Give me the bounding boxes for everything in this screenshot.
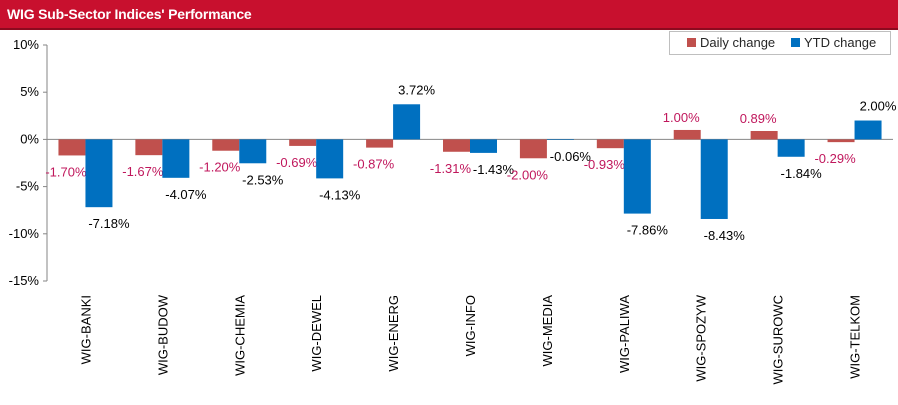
legend-item-daily: Daily change [687, 35, 775, 50]
bar-daily-change [596, 139, 624, 149]
x-category-label: WIG-CHEMIA [232, 295, 247, 376]
bar-daily-change [212, 139, 240, 151]
y-tick-label: 10% [13, 37, 39, 52]
legend-swatch-ytd [791, 38, 800, 47]
x-category-label: WIG-INFO [463, 295, 478, 356]
bar-ytd-change [700, 139, 728, 219]
y-tick-label: 0% [20, 131, 39, 146]
bar-ytd-change [854, 120, 882, 140]
data-label-daily: -0.69% [276, 155, 318, 170]
y-tick-label: 5% [20, 84, 39, 99]
bar-daily-change [135, 139, 163, 156]
data-label-ytd: -1.84% [781, 166, 823, 181]
bar-ytd-change [393, 104, 421, 140]
y-tick-label: -15% [9, 273, 40, 288]
bar-daily-change [827, 139, 855, 143]
x-category-label: WIG-PALIWA [617, 295, 632, 373]
data-label-ytd: 3.72% [398, 82, 435, 97]
legend-label-daily: Daily change [700, 35, 776, 50]
data-label-daily: -0.87% [353, 157, 395, 172]
data-label-daily: -1.67% [122, 164, 164, 179]
chart-legend: Daily change YTD change [669, 31, 891, 55]
bar-ytd-change [623, 139, 651, 214]
data-label-ytd: 2.00% [860, 99, 897, 114]
x-category-label: WIG-DEWEL [309, 295, 324, 372]
bar-daily-change [519, 139, 547, 159]
x-category-label: WIG-SPOZYW [694, 294, 709, 381]
data-label-ytd: -7.86% [627, 223, 669, 238]
y-tick-label: -10% [9, 226, 40, 241]
data-label-daily: -1.20% [199, 160, 241, 175]
data-label-ytd: -8.43% [704, 228, 746, 243]
data-label-ytd: -0.06% [550, 149, 592, 164]
data-label-daily: -0.93% [584, 157, 626, 172]
data-label-daily: -1.70% [45, 164, 87, 179]
bar-daily-change [289, 139, 317, 146]
legend-swatch-daily [687, 38, 696, 47]
data-label-ytd: -2.53% [242, 172, 284, 187]
data-label-daily: -1.31% [430, 161, 472, 176]
bar-daily-change [750, 130, 778, 140]
chart-title-bar: WIG Sub-Sector Indices' Performance [0, 0, 898, 30]
x-category-label: WIG-ENERG [386, 295, 401, 372]
bar-daily-change [58, 139, 86, 156]
bar-daily-change [366, 139, 394, 148]
chart-title: WIG Sub-Sector Indices' Performance [7, 6, 252, 22]
data-label-daily: -2.00% [507, 167, 549, 182]
data-label-ytd: -1.43% [473, 162, 515, 177]
data-label-ytd: -4.07% [165, 187, 207, 202]
bar-ytd-change [239, 139, 267, 164]
bar-ytd-change [546, 139, 574, 140]
bar-daily-change [443, 139, 470, 152]
legend-item-ytd: YTD change [791, 35, 876, 50]
x-category-label: WIG-MEDIA [540, 295, 555, 367]
data-label-daily: 1.00% [663, 110, 700, 125]
bar-ytd-change [162, 139, 190, 178]
bar-ytd-change [777, 139, 805, 157]
x-category-label: WIG-TELKOM [848, 295, 863, 379]
data-label-daily: -0.29% [814, 151, 856, 166]
x-category-label: WIG-BANKI [78, 295, 93, 364]
data-label-ytd: -7.18% [88, 216, 130, 231]
legend-label-ytd: YTD change [804, 35, 877, 50]
data-label-daily: 0.89% [740, 111, 777, 126]
x-category-label: WIG-SUROWC [771, 295, 786, 385]
bar-daily-change [673, 129, 701, 140]
x-category-label: WIG-BUDOW [155, 294, 170, 375]
data-label-ytd: -4.13% [319, 187, 361, 202]
bar-ytd-change [470, 139, 497, 153]
bar-ytd-change [85, 139, 113, 208]
bar-ytd-change [316, 139, 344, 179]
y-tick-label: -5% [16, 179, 40, 194]
